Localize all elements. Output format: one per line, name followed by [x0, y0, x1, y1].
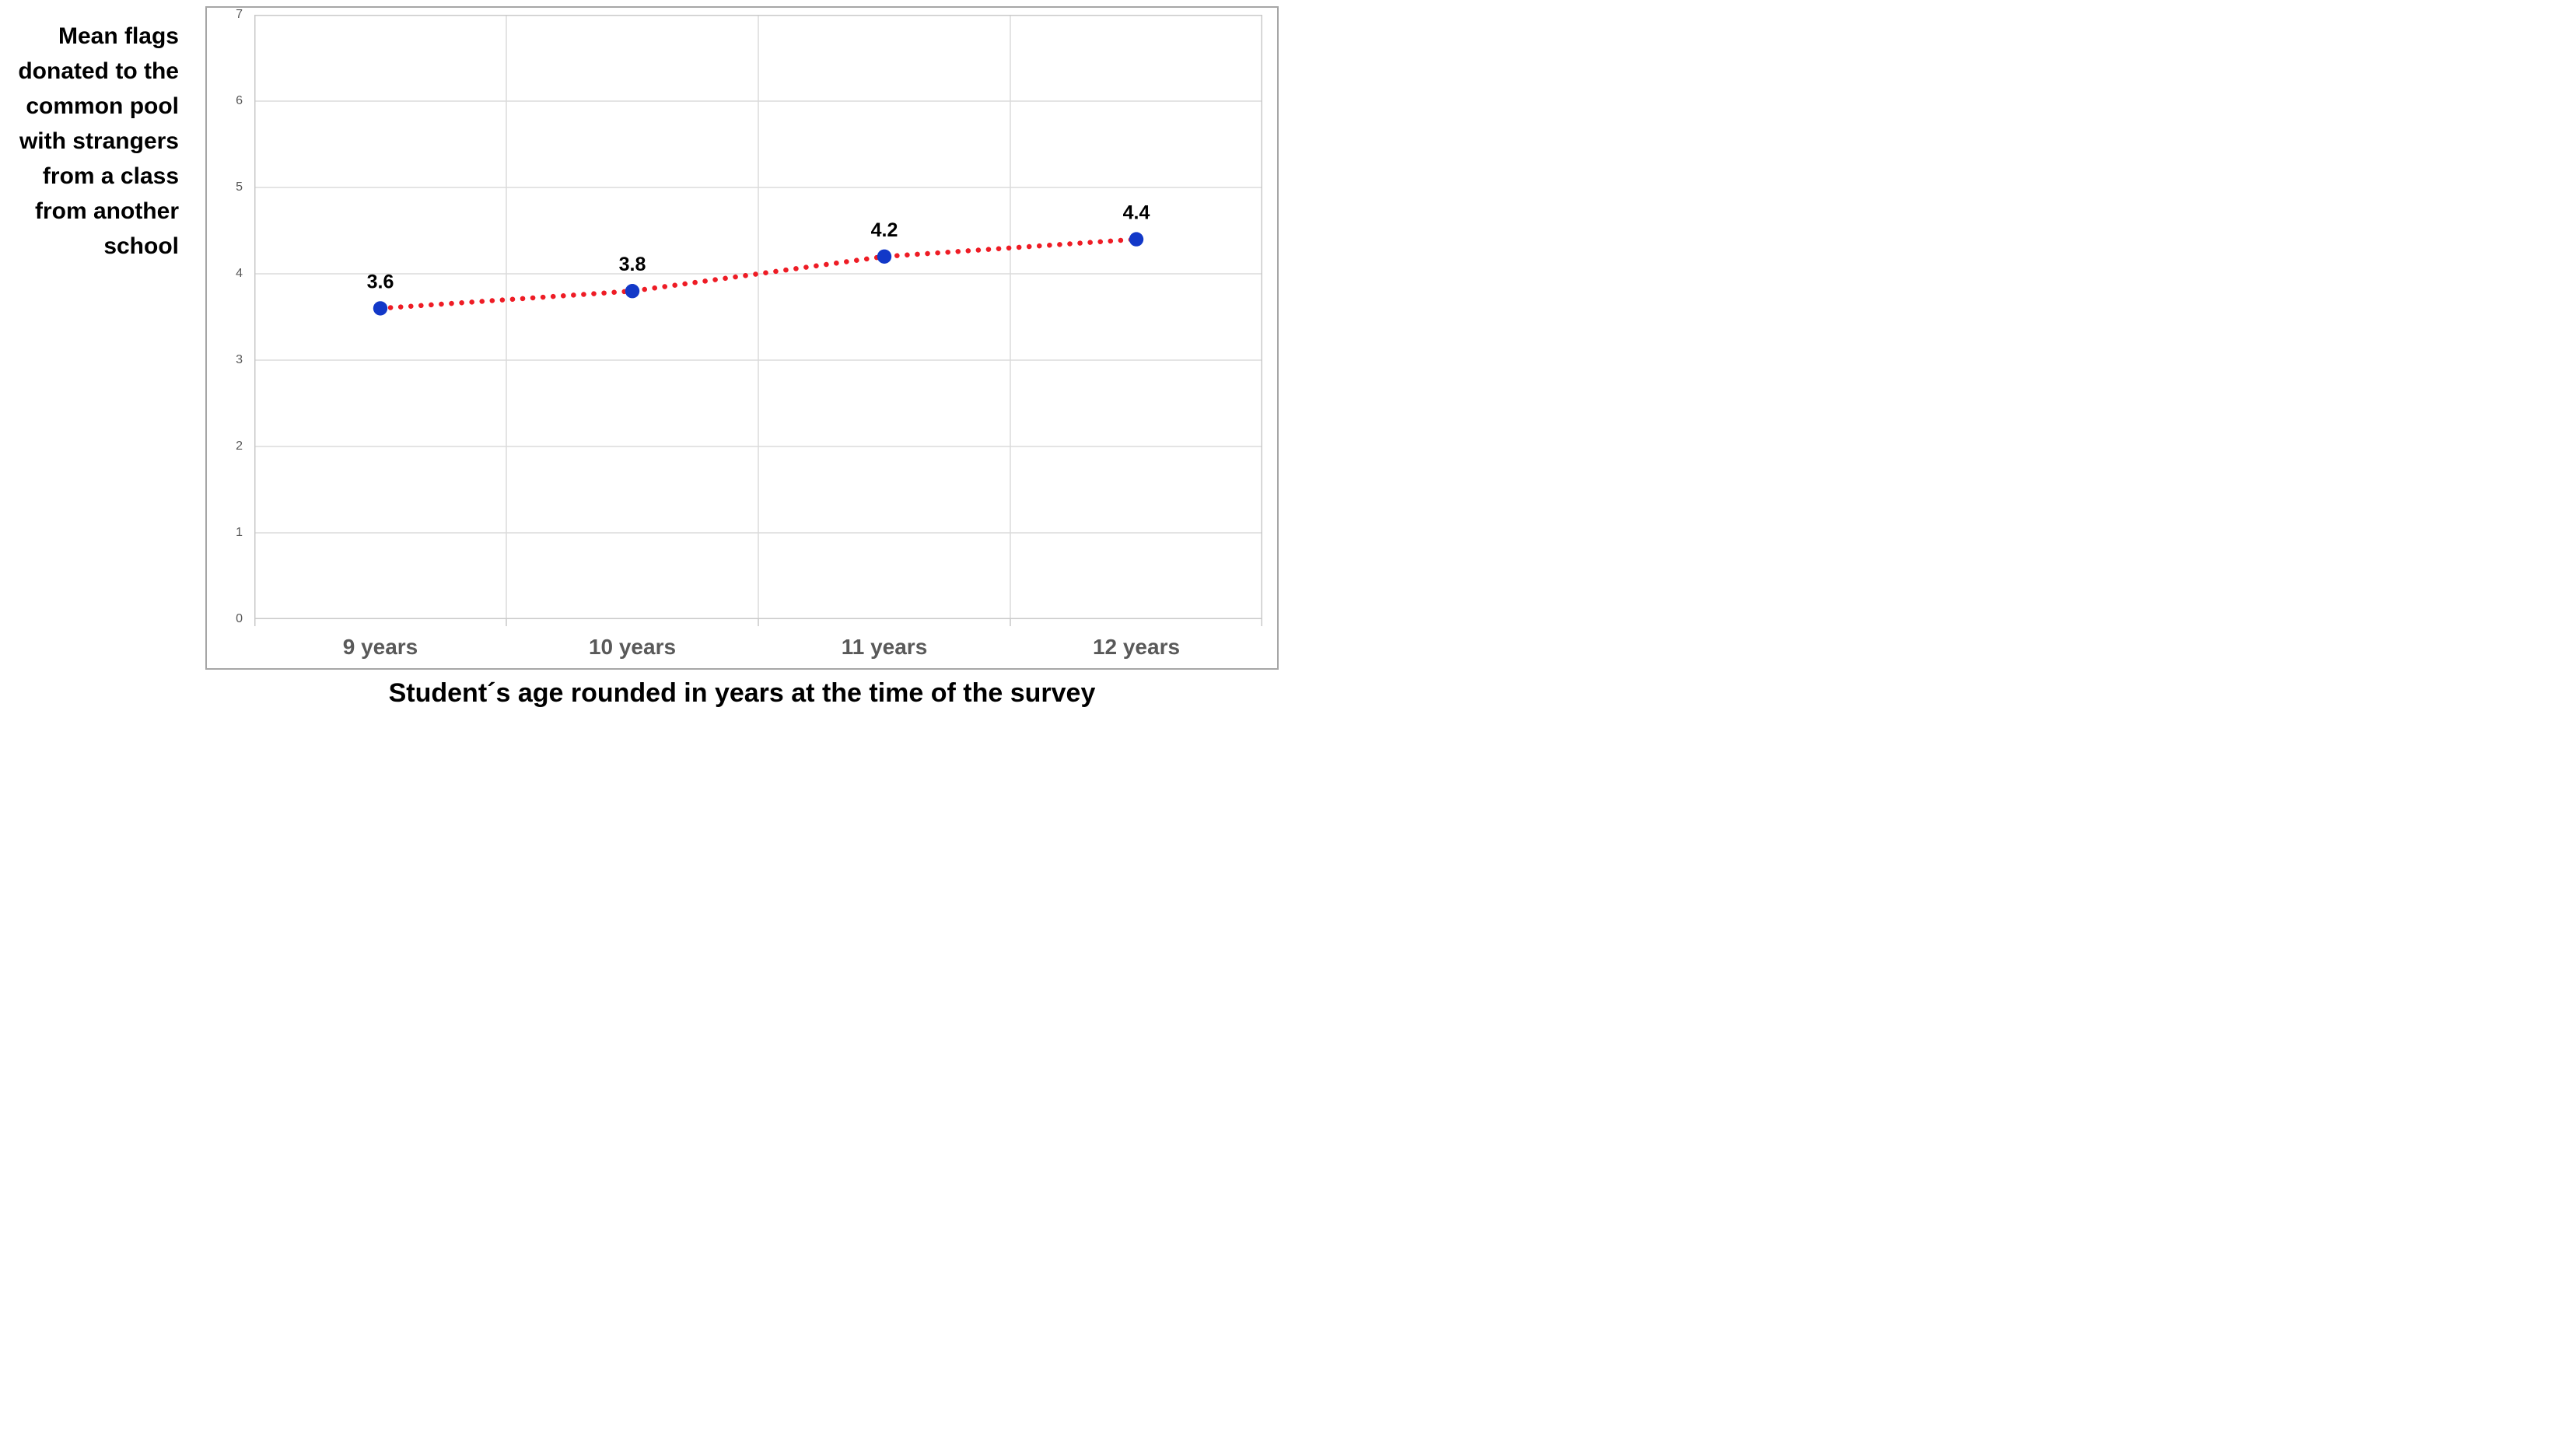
- plot-area: 3.6 3.8 4.2 4.4: [254, 15, 1262, 626]
- y-tick-label: 0: [236, 612, 243, 625]
- y-tick-label: 1: [236, 526, 243, 539]
- chart-page: Mean flags donated to the common pool wi…: [0, 0, 1288, 723]
- data-point-label: 4.4: [1123, 202, 1150, 224]
- x-tick-label: 11 years: [841, 635, 928, 659]
- plot-border: [254, 15, 1262, 619]
- data-point-label: 3.6: [367, 271, 394, 292]
- x-axis-title: Student´s age rounded in years at the ti…: [388, 678, 1096, 708]
- chart-frame: 3.6 3.8 4.2 4.4 0 1 2 3 4 5 6 7 9 years 10 years 11 …: [205, 6, 1279, 670]
- data-point-marker: [373, 301, 388, 316]
- data-point-marker: [625, 284, 640, 299]
- data-point-marker: [877, 249, 892, 264]
- y-tick-label: 3: [236, 353, 243, 366]
- y-tick-label: 4: [236, 267, 243, 280]
- y-tick-label: 5: [236, 180, 243, 194]
- data-point-label: 4.2: [871, 219, 898, 241]
- data-point-marker: [1129, 232, 1144, 247]
- chart-svg: 3.6 3.8 4.2 4.4: [254, 15, 1262, 626]
- trend-line: [377, 236, 1139, 311]
- data-point-label: 3.8: [619, 254, 646, 275]
- y-axis-title: Mean flags donated to the common pool wi…: [18, 23, 179, 259]
- y-tick-label: 6: [236, 94, 243, 107]
- y-tick-label: 7: [236, 8, 243, 21]
- x-tick-label: 12 years: [1092, 635, 1181, 659]
- x-tick-label: 9 years: [342, 635, 418, 659]
- y-tick-label: 2: [236, 439, 243, 453]
- x-tick-label: 10 years: [588, 635, 677, 659]
